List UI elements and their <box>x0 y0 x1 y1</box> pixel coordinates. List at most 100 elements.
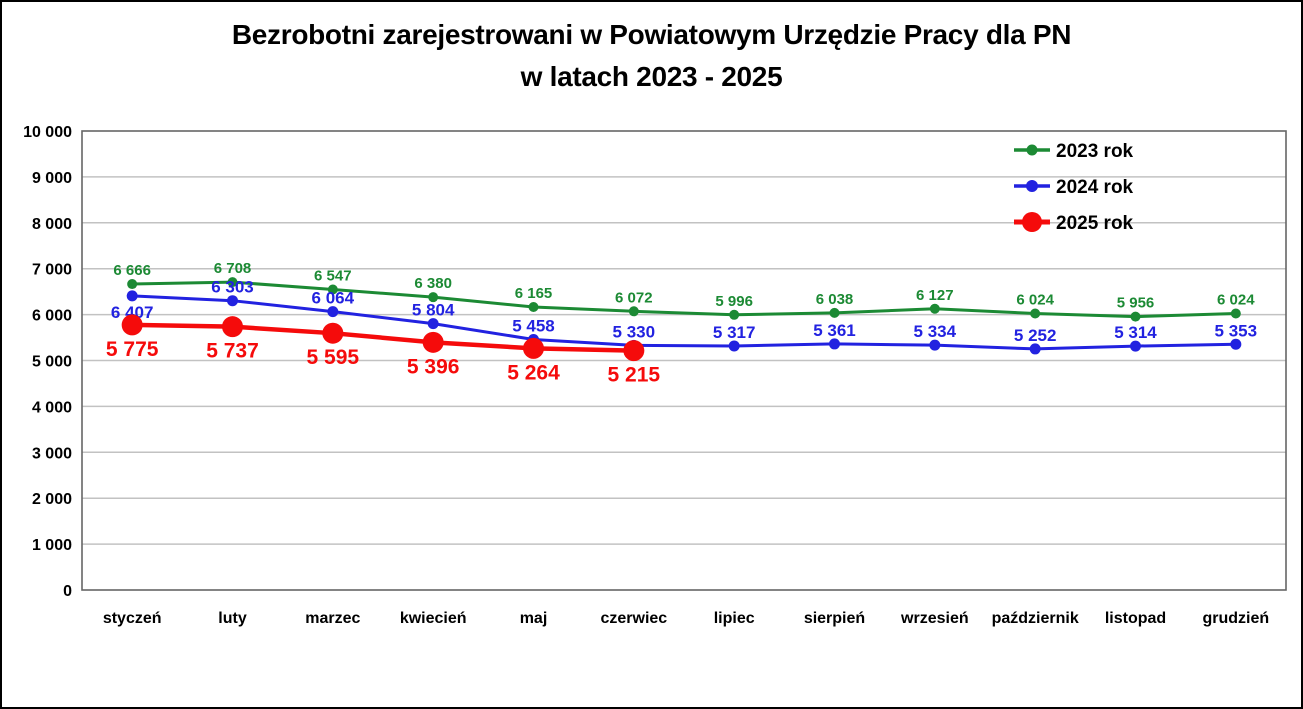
data-point-2025-rok <box>623 340 645 362</box>
legend-marker <box>1026 180 1038 192</box>
data-label-2024-rok: 5 330 <box>613 322 656 341</box>
data-label-2025-rok: 5 396 <box>407 355 460 378</box>
data-point-2024-rok <box>1130 340 1141 352</box>
legend-item-2025-rok: 2025 rok <box>1014 212 1134 234</box>
x-axis-label: luty <box>218 610 247 627</box>
data-label-2023-rok: 6 024 <box>1016 291 1054 308</box>
y-axis-label: 4 000 <box>32 399 72 416</box>
data-point-2023-rok <box>628 306 639 317</box>
data-label-2024-rok: 5 314 <box>1114 323 1157 342</box>
data-point-2024-rok <box>427 318 439 330</box>
data-point-2024-rok <box>929 339 941 351</box>
data-label-2023-rok: 6 024 <box>1217 291 1255 308</box>
data-label-2024-rok: 5 361 <box>813 321 856 340</box>
data-point-2024-rok <box>327 306 339 318</box>
data-label-2024-rok: 5 252 <box>1014 326 1057 345</box>
data-point-2023-rok <box>1030 308 1041 319</box>
plot-area-border <box>81 130 1287 591</box>
data-point-2023-rok <box>227 277 238 288</box>
y-axis-label: 6 000 <box>32 308 72 325</box>
data-label-2023-rok: 6 666 <box>113 262 151 279</box>
data-point-2023-rok <box>1130 311 1141 322</box>
data-point-2025-rok <box>222 316 243 338</box>
data-point-2024-rok <box>829 338 840 350</box>
data-point-2023-rok <box>929 303 940 314</box>
legend-marker <box>1026 144 1038 156</box>
data-label-2025-rok: 5 264 <box>507 361 560 384</box>
data-point-2023-rok <box>729 309 740 320</box>
x-axis-label: wrzesień <box>900 610 969 627</box>
y-axis-label: 9 000 <box>32 170 72 187</box>
data-label-2024-rok: 6 064 <box>312 289 355 308</box>
data-label-2025-rok: 5 775 <box>106 338 159 361</box>
data-point-2024-rok <box>227 295 238 307</box>
series-line-2023-rok <box>130 280 1238 319</box>
y-axis-label: 8 000 <box>32 216 72 233</box>
x-axis-label: listopad <box>1105 610 1166 627</box>
y-axis-label: 3 000 <box>32 445 72 462</box>
x-axis-label: grudzień <box>1202 610 1269 627</box>
y-axis-label: 1 000 <box>32 537 72 554</box>
data-label-2024-rok: 6 303 <box>211 278 254 297</box>
data-point-2025-rok <box>523 337 544 359</box>
series-line-2025-rok <box>129 322 637 353</box>
data-point-2023-rok <box>327 284 338 295</box>
legend: 2023 rok 2024 rok 2025 rok <box>1014 141 1134 234</box>
data-label-2023-rok: 5 956 <box>1117 295 1155 312</box>
data-point-2025-rok <box>322 322 344 344</box>
y-axis-label: 7 000 <box>32 262 72 279</box>
data-point-2024-rok <box>1029 343 1041 355</box>
data-label-2023-rok: 5 996 <box>715 293 753 310</box>
data-label-2024-rok: 6 407 <box>111 303 154 322</box>
legend-label: 2024 rok <box>1056 177 1134 198</box>
x-axis-label: styczeń <box>103 610 162 627</box>
series-line-2024-rok <box>130 294 1238 351</box>
x-axis-label: maj <box>520 610 548 627</box>
data-point-2025-rok <box>121 314 143 336</box>
x-axis-label: sierpień <box>804 610 865 627</box>
x-axis-label: czerwiec <box>600 610 667 627</box>
data-label-2023-rok: 6 127 <box>916 287 954 304</box>
data-label-2025-rok: 5 737 <box>206 340 259 363</box>
data-point-2023-rok <box>127 279 138 290</box>
x-axis-label: kwiecień <box>400 610 467 627</box>
data-label-2023-rok: 6 708 <box>214 260 252 277</box>
chart-title: Bezrobotni zarejestrowani w Powiatowym U… <box>2 14 1301 98</box>
data-label-2025-rok: 5 595 <box>307 346 360 369</box>
x-axis-label: październik <box>992 610 1079 627</box>
data-point-2024-rok <box>1230 338 1242 350</box>
y-axis-label: 10 000 <box>23 124 72 141</box>
data-label-2023-rok: 6 165 <box>515 285 553 302</box>
legend-marker <box>1022 212 1042 232</box>
legend-label: 2025 rok <box>1056 213 1134 234</box>
data-label-2024-rok: 5 317 <box>713 323 756 342</box>
legend-item-2023-rok: 2023 rok <box>1014 141 1134 162</box>
y-axis-label: 5 000 <box>32 354 72 371</box>
data-point-2024-rok <box>728 340 740 352</box>
data-point-2025-rok <box>422 331 444 353</box>
data-label-2025-rok: 5 215 <box>608 364 661 387</box>
data-label-2024-rok: 5 334 <box>914 322 957 341</box>
legend-label: 2023 rok <box>1056 141 1134 162</box>
chart-title-line1: Bezrobotni zarejestrowani w Powiatowym U… <box>231 19 1072 50</box>
data-label-2023-rok: 6 072 <box>615 289 653 306</box>
data-label-2024-rok: 5 804 <box>412 301 455 320</box>
data-point-2023-rok <box>1230 308 1241 319</box>
data-label-2023-rok: 6 547 <box>314 267 352 284</box>
legend-item-2024-rok: 2024 rok <box>1014 177 1134 198</box>
x-axis-label: lipiec <box>714 610 755 627</box>
y-axis-label: 2 000 <box>32 491 72 508</box>
data-point-2023-rok <box>829 307 840 318</box>
data-point-2023-rok <box>428 292 439 303</box>
y-axis-label: 0 <box>63 583 72 600</box>
x-axis-label: marzec <box>305 610 360 627</box>
data-label-2024-rok: 5 458 <box>512 316 555 335</box>
data-label-2023-rok: 6 380 <box>414 275 452 292</box>
data-point-2024-rok <box>126 290 138 302</box>
data-point-2023-rok <box>528 302 539 313</box>
data-label-2024-rok: 5 353 <box>1215 321 1258 340</box>
data-label-2023-rok: 6 038 <box>816 291 854 308</box>
chart-title-line2: w latach 2023 - 2025 <box>520 61 783 92</box>
